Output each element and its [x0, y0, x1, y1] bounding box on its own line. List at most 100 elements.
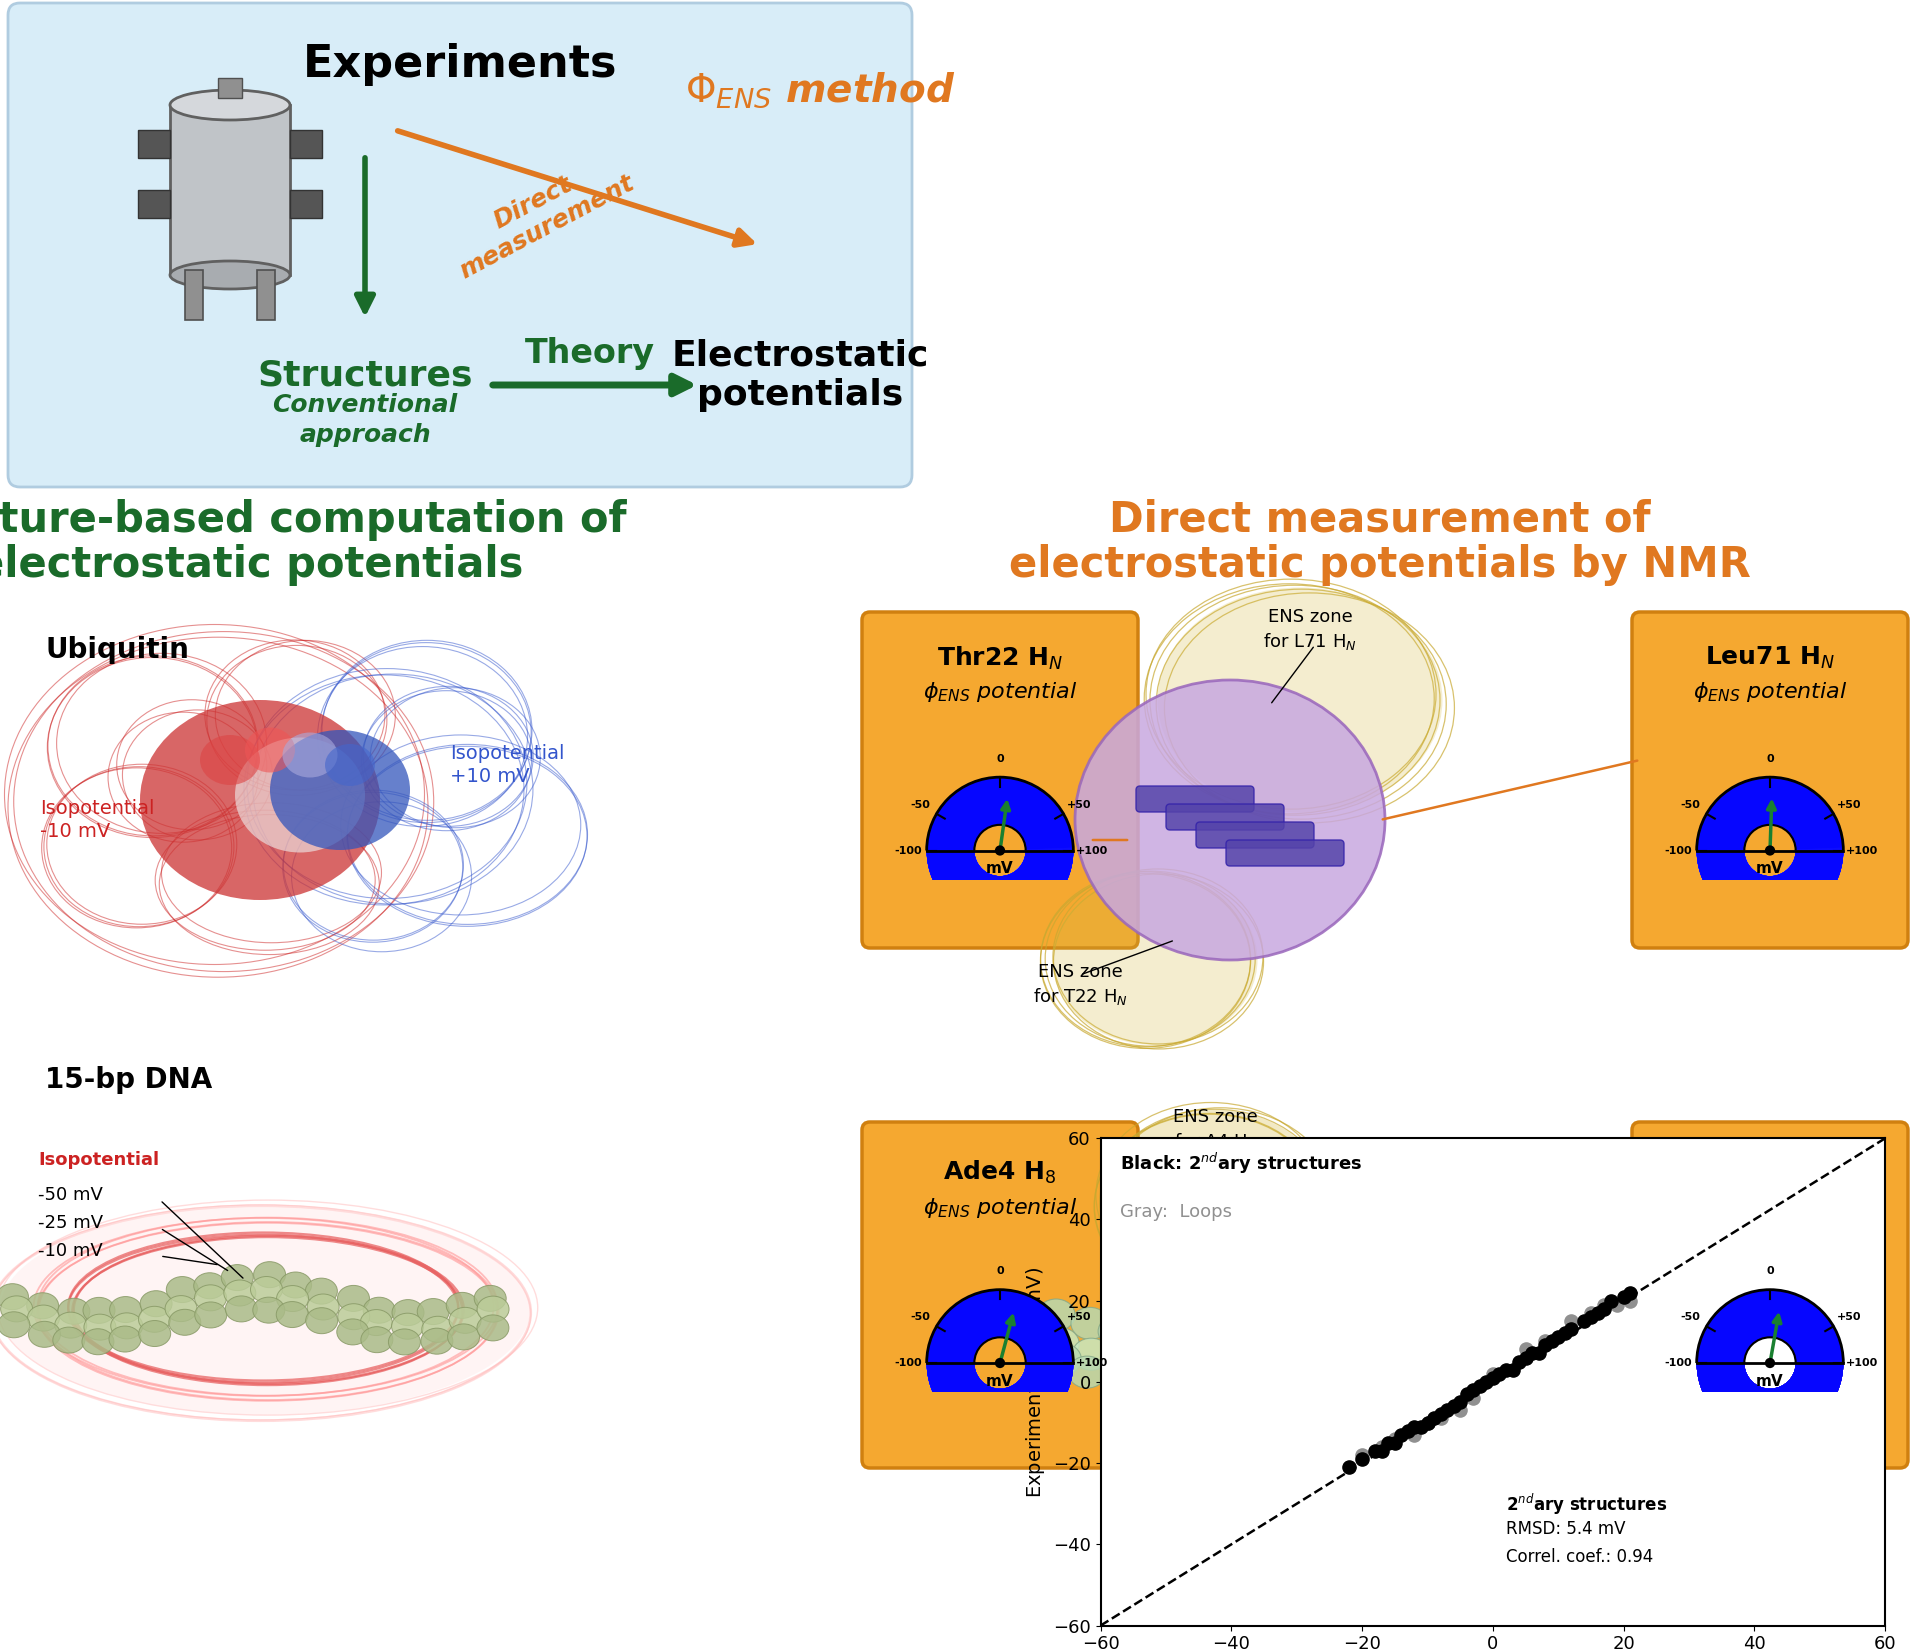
Wedge shape: [926, 1290, 1074, 1436]
Wedge shape: [1696, 776, 1843, 923]
Ellipse shape: [477, 1297, 509, 1322]
Wedge shape: [926, 1290, 1074, 1436]
Wedge shape: [1696, 776, 1843, 923]
Wedge shape: [926, 1290, 1074, 1436]
Ellipse shape: [199, 735, 260, 785]
Wedge shape: [1696, 1290, 1843, 1436]
Ellipse shape: [306, 1308, 337, 1333]
Wedge shape: [926, 776, 1074, 923]
Wedge shape: [1696, 776, 1843, 923]
Ellipse shape: [251, 1277, 283, 1302]
Wedge shape: [1696, 1290, 1843, 1436]
Wedge shape: [926, 776, 1074, 923]
Wedge shape: [1696, 1290, 1843, 1436]
Ellipse shape: [82, 1328, 115, 1355]
Ellipse shape: [224, 1280, 256, 1307]
Wedge shape: [1696, 776, 1843, 923]
Point: [1432, 1398, 1462, 1424]
Wedge shape: [926, 776, 1074, 923]
Ellipse shape: [245, 727, 295, 773]
Wedge shape: [926, 1290, 1074, 1436]
Text: Conventional
approach: Conventional approach: [272, 393, 457, 446]
Ellipse shape: [306, 1279, 337, 1303]
Point: [1418, 1406, 1449, 1432]
Wedge shape: [926, 776, 1074, 923]
Wedge shape: [1696, 776, 1843, 923]
Wedge shape: [1696, 776, 1843, 923]
Point: [1615, 1287, 1646, 1313]
Ellipse shape: [193, 1272, 226, 1298]
Wedge shape: [1696, 1290, 1843, 1436]
Text: -50: -50: [911, 1312, 930, 1322]
Text: RMSD: 5.4 mV: RMSD: 5.4 mV: [1506, 1520, 1625, 1538]
Ellipse shape: [1344, 1315, 1382, 1346]
Text: Ubiquitin: Ubiquitin: [46, 636, 189, 664]
Wedge shape: [1696, 776, 1843, 923]
Wedge shape: [926, 776, 1074, 923]
Wedge shape: [1696, 1290, 1843, 1436]
Wedge shape: [1696, 1290, 1843, 1436]
Wedge shape: [926, 776, 1074, 923]
FancyBboxPatch shape: [861, 611, 1139, 948]
Ellipse shape: [446, 1292, 478, 1318]
Wedge shape: [926, 776, 1074, 923]
Wedge shape: [926, 1290, 1074, 1436]
FancyBboxPatch shape: [8, 3, 911, 487]
Ellipse shape: [1279, 1323, 1317, 1356]
Ellipse shape: [360, 1310, 392, 1335]
Ellipse shape: [222, 1264, 253, 1290]
Wedge shape: [926, 776, 1074, 923]
Text: +50: +50: [1068, 1312, 1091, 1322]
Wedge shape: [1696, 1290, 1843, 1436]
Wedge shape: [1696, 776, 1843, 923]
Wedge shape: [1696, 776, 1843, 923]
Point: [1380, 1429, 1411, 1455]
Wedge shape: [926, 1290, 1074, 1436]
Wedge shape: [926, 1290, 1074, 1436]
Point: [1458, 1376, 1489, 1403]
Wedge shape: [926, 776, 1074, 923]
Wedge shape: [1696, 1290, 1843, 1436]
Wedge shape: [926, 776, 1074, 923]
Wedge shape: [926, 776, 1074, 923]
Wedge shape: [926, 1290, 1074, 1436]
Text: mV: mV: [986, 1374, 1014, 1389]
Wedge shape: [926, 776, 1074, 923]
Wedge shape: [1696, 1290, 1843, 1436]
Ellipse shape: [1072, 1338, 1110, 1370]
Wedge shape: [1696, 776, 1843, 923]
Wedge shape: [926, 1290, 1074, 1436]
Wedge shape: [1696, 776, 1843, 923]
Wedge shape: [1696, 776, 1843, 923]
Wedge shape: [1696, 776, 1843, 923]
Wedge shape: [1696, 1290, 1843, 1436]
Point: [1569, 1308, 1600, 1335]
Wedge shape: [1696, 1290, 1843, 1436]
Wedge shape: [1696, 1290, 1843, 1436]
Point: [1491, 1356, 1522, 1383]
Ellipse shape: [477, 1315, 509, 1341]
Point: [1615, 1279, 1646, 1305]
Ellipse shape: [168, 1310, 201, 1335]
Wedge shape: [1696, 1290, 1843, 1436]
Ellipse shape: [111, 1313, 144, 1338]
Point: [1529, 1332, 1560, 1358]
Wedge shape: [926, 776, 1074, 923]
Wedge shape: [1696, 776, 1843, 923]
Text: +50: +50: [1837, 1312, 1862, 1322]
Ellipse shape: [27, 1305, 59, 1332]
Wedge shape: [1696, 776, 1843, 923]
Wedge shape: [1696, 1290, 1843, 1436]
Wedge shape: [1696, 776, 1843, 923]
Point: [1602, 1292, 1633, 1318]
Ellipse shape: [279, 1272, 312, 1298]
Wedge shape: [1696, 1290, 1843, 1436]
Wedge shape: [926, 776, 1074, 923]
Text: +100: +100: [1076, 1358, 1108, 1368]
Y-axis label: Experimental $\phi_{ENS}$ (mV): Experimental $\phi_{ENS}$ (mV): [1024, 1267, 1047, 1497]
Wedge shape: [926, 1290, 1074, 1436]
Wedge shape: [926, 776, 1074, 923]
Wedge shape: [1696, 1290, 1843, 1436]
Ellipse shape: [1164, 1340, 1202, 1371]
Wedge shape: [1696, 776, 1843, 923]
